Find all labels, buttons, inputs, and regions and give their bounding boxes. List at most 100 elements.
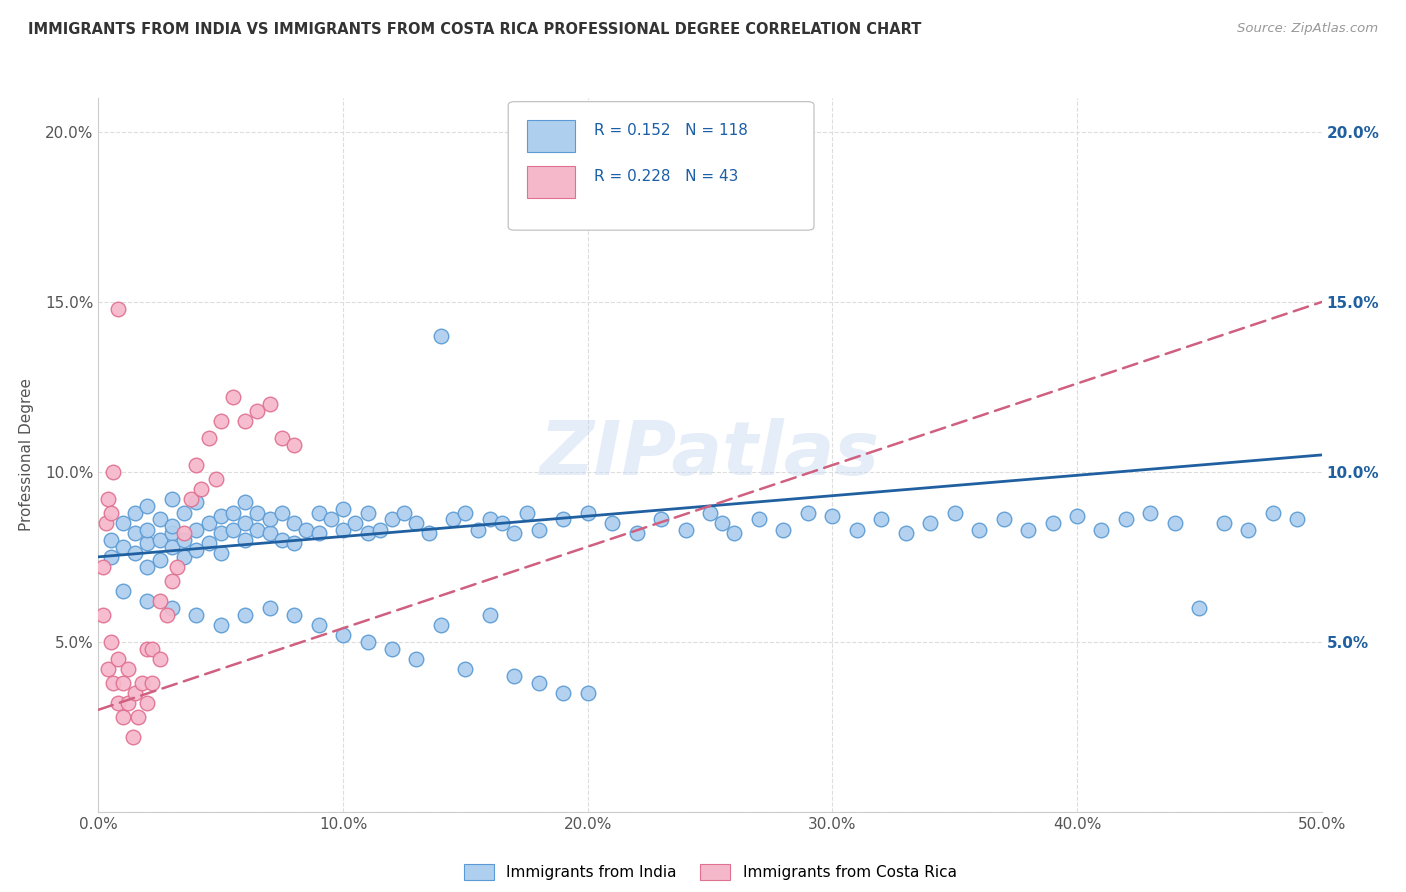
Point [136, 594, 159, 608]
Point [295, 523, 318, 537]
Point [308, 506, 330, 520]
Point [149, 512, 172, 526]
Point [233, 495, 256, 509]
Point [186, 495, 208, 509]
Point [94, 516, 117, 530]
Point [111, 516, 134, 530]
Point [503, 669, 526, 683]
Point [283, 607, 305, 622]
Point [711, 516, 734, 530]
Bar [527, 166, 575, 198]
Point [209, 546, 232, 560]
Bar [527, 120, 575, 152]
Point [381, 512, 404, 526]
Point [308, 526, 330, 541]
Point [136, 641, 159, 656]
Point [107, 301, 129, 316]
Point [136, 536, 159, 550]
Point [356, 526, 378, 541]
Point [141, 675, 163, 690]
Point [283, 536, 305, 550]
Point [111, 675, 134, 690]
Point [166, 560, 188, 574]
Point [127, 709, 149, 723]
Point [1188, 600, 1211, 615]
Point [845, 523, 868, 537]
Point [149, 594, 172, 608]
Point [186, 458, 208, 472]
Point [160, 600, 183, 615]
Point [503, 526, 526, 541]
Point [1286, 512, 1309, 526]
Point [1042, 516, 1064, 530]
Point [149, 553, 172, 567]
Point [943, 506, 966, 520]
Point [117, 662, 139, 676]
Point [222, 523, 245, 537]
Point [100, 549, 122, 564]
Point [124, 506, 146, 520]
Point [553, 686, 575, 700]
Point [209, 617, 232, 632]
Point [136, 523, 159, 537]
Point [600, 516, 623, 530]
Point [332, 502, 354, 516]
Point [160, 540, 183, 554]
Point [1237, 523, 1260, 537]
Point [173, 506, 195, 520]
Point [441, 512, 464, 526]
Point [209, 526, 232, 541]
Point [1017, 523, 1039, 537]
Point [100, 533, 122, 547]
Point [576, 506, 599, 520]
Point [101, 465, 124, 479]
Point [97, 492, 120, 507]
Point [332, 523, 354, 537]
Point [723, 526, 745, 541]
Point [186, 543, 208, 558]
Point [1261, 506, 1284, 520]
Point [136, 560, 159, 574]
Point [124, 686, 146, 700]
Point [259, 512, 281, 526]
Point [381, 641, 404, 656]
Point [91, 560, 114, 574]
Point [259, 600, 281, 615]
Point [141, 641, 163, 656]
Point [186, 523, 208, 537]
Point [576, 686, 599, 700]
Point [117, 696, 139, 710]
Point [91, 607, 114, 622]
Point [246, 403, 269, 417]
Point [319, 512, 342, 526]
Point [405, 652, 427, 666]
Point [650, 512, 672, 526]
Point [246, 506, 269, 520]
Point [527, 675, 550, 690]
Point [515, 506, 537, 520]
Point [205, 472, 228, 486]
Point [209, 509, 232, 524]
Point [149, 652, 172, 666]
Point [332, 628, 354, 642]
Point [967, 523, 990, 537]
Point [356, 635, 378, 649]
Point [222, 506, 245, 520]
Point [418, 526, 440, 541]
Text: ZIPatlas: ZIPatlas [540, 418, 880, 491]
Point [111, 709, 134, 723]
Point [797, 506, 820, 520]
Point [100, 506, 122, 520]
Point [97, 662, 120, 676]
Point [1115, 512, 1137, 526]
Point [270, 533, 294, 547]
Point [1139, 506, 1161, 520]
Point [259, 397, 281, 411]
Point [368, 523, 391, 537]
Y-axis label: Professional Degree: Professional Degree [20, 378, 34, 532]
Point [344, 516, 367, 530]
Point [209, 414, 232, 428]
FancyBboxPatch shape [508, 102, 814, 230]
Point [190, 482, 212, 496]
Point [149, 533, 172, 547]
